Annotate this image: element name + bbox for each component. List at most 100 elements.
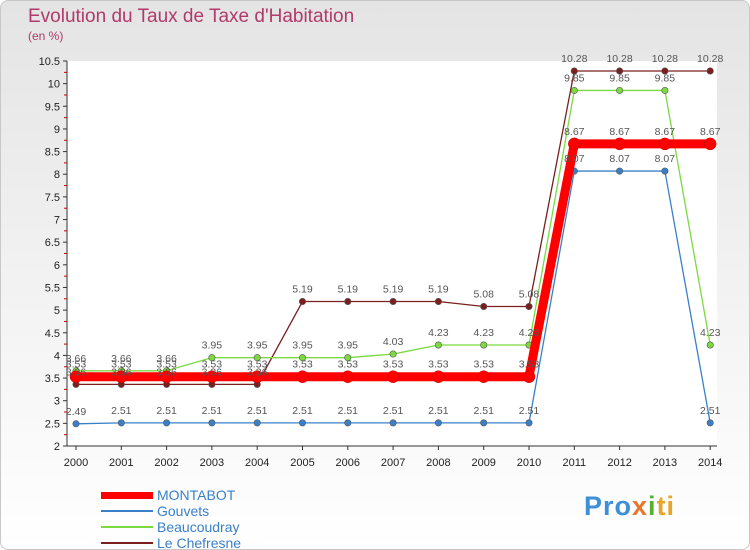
data-label: 2.51 [111,405,132,417]
y-tick-label: 8.5 [45,147,60,159]
data-label: 9.85 [655,72,676,84]
x-tick-label: 2014 [698,457,722,469]
data-label: 4.03 [383,336,404,348]
x-tick-label: 2002 [154,457,178,469]
data-point [253,419,261,427]
legend-label: MONTABOT [157,487,236,503]
x-tick-label: 2006 [336,457,360,469]
y-tick-label: 5.5 [45,282,60,294]
data-label: 10.28 [606,53,632,65]
data-label: 3.53 [111,359,132,371]
data-point [298,354,306,362]
data-label: 2.51 [156,405,177,417]
data-label: 8.67 [655,126,676,138]
data-label: 2.51 [383,405,404,417]
data-point [205,370,219,383]
data-label: 5.08 [519,288,540,300]
y-tick-label: 3.5 [45,373,60,385]
x-tick-label: 2003 [200,457,224,469]
y-tick-label: 3 [54,396,60,408]
data-point [69,370,83,383]
data-point [298,419,306,427]
data-point [115,370,128,383]
data-label: 3.95 [292,340,313,352]
y-tick-label: 4.5 [45,328,60,340]
data-label: 2.51 [338,405,359,417]
x-tick-label: 2009 [471,457,495,469]
data-label: 2.49 [66,406,87,418]
y-tick-label: 9.5 [45,101,60,113]
legend-swatch [101,526,153,528]
data-label: 3.66 [156,353,177,365]
data-label: 8.67 [700,126,721,138]
data-label: 3.36 [247,366,268,378]
data-label: 3.36 [66,366,87,378]
data-label: 3.53 [202,359,223,371]
y-tick-label: 7.5 [45,192,60,204]
data-point [480,302,488,310]
data-point [432,370,445,383]
data-point [160,370,173,383]
proxiti-logo: Proxiti [584,491,676,521]
data-point [616,167,624,175]
legend: MONTABOT Gouvets Beaucoudray Le Chefresne [101,487,242,550]
y-tick-label: 6 [54,260,60,272]
data-label: 3.53 [247,359,268,371]
data-point [613,137,626,151]
data-label: 3.36 [111,366,132,378]
x-tick-label: 2011 [562,457,586,469]
data-label: 3.53 [383,359,404,371]
data-label: 3.36 [202,366,223,378]
data-label: 3.95 [202,340,223,352]
legend-swatch [101,491,153,499]
data-point [344,354,352,362]
data-label: 2.51 [519,405,540,417]
data-point [208,354,216,362]
data-label: 3.53 [519,359,540,371]
data-label: 4.23 [473,327,494,339]
data-point [72,420,80,428]
y-tick-label: 10.5 [39,56,60,68]
x-tick-label: 2008 [426,457,450,469]
data-point [298,298,306,306]
data-point [250,370,264,383]
data-point [522,370,536,383]
data-point [616,67,624,75]
legend-label: Gouvets [157,503,210,519]
data-point [706,419,714,427]
data-label: 5.19 [292,284,313,296]
legend-item: Gouvets [101,503,241,519]
data-label: 2.51 [428,405,449,417]
y-tick-label: 2 [54,441,60,453]
data-label: 8.67 [564,126,585,138]
data-label: 10.28 [652,53,678,65]
data-label: 5.19 [428,284,449,296]
data-label: 5.19 [338,284,359,296]
y-tick-label: 7 [54,215,60,227]
data-point [661,167,669,175]
data-label: 2.51 [202,405,223,417]
data-point [706,341,714,349]
data-point [117,419,125,427]
data-point [344,298,352,306]
data-label: 3.53 [428,359,449,371]
data-point [389,350,397,358]
data-point [525,419,533,427]
data-point [434,341,442,349]
data-label: 2.51 [700,405,721,417]
legend-item: Le Chefresne [101,535,242,550]
data-label: 8.07 [609,153,630,165]
data-label: 3.53 [292,359,313,371]
y-tick-label: 2.5 [45,418,60,430]
legend-label: Le Chefresne [157,535,242,550]
data-point [253,354,261,362]
data-point [661,86,669,94]
data-point [163,419,171,427]
data-point [658,137,672,151]
legend-label: Beaucoudray [157,519,240,535]
data-label: 5.08 [473,288,494,300]
data-label: 3.66 [66,353,87,365]
data-label: 5.19 [383,284,404,296]
